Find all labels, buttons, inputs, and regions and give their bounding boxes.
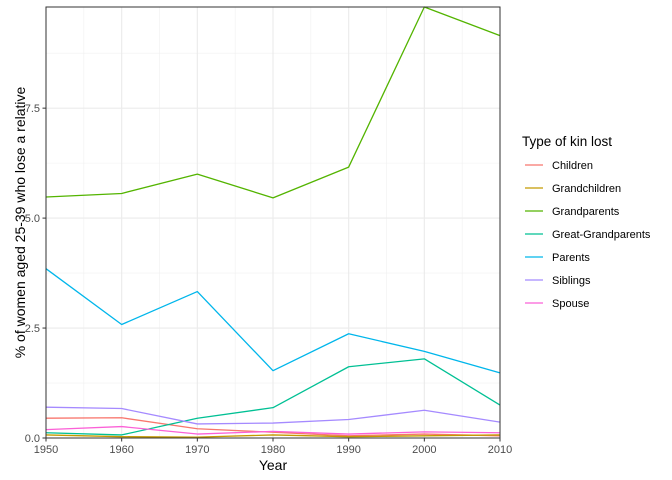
legend-label: Parents [552, 252, 590, 264]
y-axis: 0.0 2.5 5.0 7.5 [25, 103, 46, 445]
legend-label: Children [552, 160, 593, 172]
legend-label: Siblings [552, 275, 591, 287]
y-axis-title: % of women aged 25-39 who lose a relativ… [12, 86, 28, 358]
legend-label: Great-Grandparents [552, 229, 651, 241]
legend-label: Grandparents [552, 206, 620, 218]
series-line-grandchildren [45, 434, 501, 438]
x-tick-label: 1960 [109, 444, 133, 456]
x-tick-label: 2000 [412, 444, 436, 456]
legend-title: Type of kin lost [522, 134, 612, 149]
x-tick-label: 1950 [34, 444, 58, 456]
x-axis: 1950 1960 1970 1980 1990 2000 2010 [34, 438, 512, 456]
y-tick-label: 0.0 [25, 433, 40, 445]
series-line-siblings [45, 406, 501, 425]
x-axis-title: Year [259, 457, 288, 473]
series-line-parents [45, 268, 501, 374]
y-tick-label: 5.0 [25, 213, 40, 225]
x-tick-label: 1980 [261, 444, 285, 456]
legend-label: Spouse [552, 298, 589, 310]
x-tick-label: 2010 [488, 444, 512, 456]
x-tick-label: 1990 [336, 444, 360, 456]
legend-label: Grandchildren [552, 183, 621, 195]
legend: Type of kin lost Children Grandchildren Gr… [522, 134, 651, 310]
y-tick-label: 7.5 [25, 103, 40, 115]
x-tick-label: 1970 [185, 444, 209, 456]
y-tick-label: 2.5 [25, 323, 40, 335]
series-line-spouse [45, 425, 501, 435]
series-line-children [45, 417, 501, 437]
series-line-great-grandparents [45, 358, 501, 436]
